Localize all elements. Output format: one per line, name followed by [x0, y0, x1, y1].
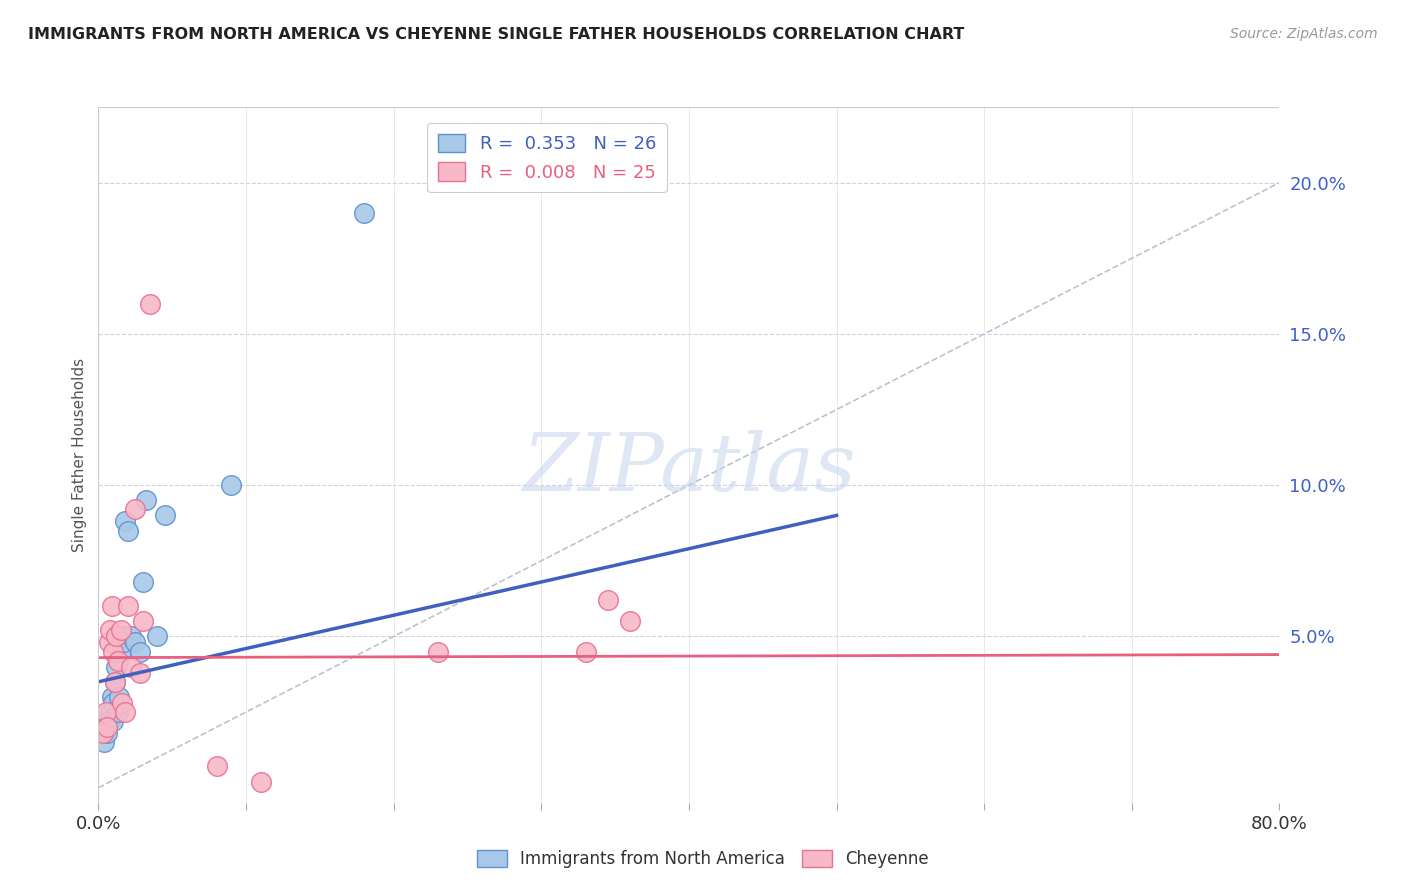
Point: [250, 774, 273, 789]
Point: [104, 674, 127, 689]
Point: [96, 720, 118, 734]
Point: [93, 735, 115, 749]
Point: [596, 593, 619, 607]
Point: [105, 659, 128, 673]
Point: [128, 665, 150, 680]
Point: [103, 714, 125, 728]
Point: [353, 206, 375, 220]
Point: [94, 720, 117, 734]
Text: Source: ZipAtlas.com: Source: ZipAtlas.com: [1230, 27, 1378, 41]
Point: [120, 629, 142, 643]
Point: [146, 629, 169, 643]
Point: [124, 502, 146, 516]
Y-axis label: Single Father Households: Single Father Households: [72, 358, 87, 552]
Point: [100, 690, 122, 704]
Point: [114, 705, 136, 719]
Point: [117, 599, 139, 614]
Legend: Immigrants from North America, Cheyenne: Immigrants from North America, Cheyenne: [471, 843, 935, 875]
Point: [120, 659, 142, 673]
Point: [135, 493, 157, 508]
Point: [97, 635, 120, 649]
Point: [619, 615, 641, 629]
Point: [105, 629, 128, 643]
Point: [97, 714, 120, 728]
Text: IMMIGRANTS FROM NORTH AMERICA VS CHEYENNE SINGLE FATHER HOUSEHOLDS CORRELATION C: IMMIGRANTS FROM NORTH AMERICA VS CHEYENN…: [28, 27, 965, 42]
Point: [96, 726, 118, 740]
Point: [112, 635, 135, 649]
Point: [103, 644, 125, 658]
Point: [124, 635, 146, 649]
Point: [91, 726, 114, 740]
Point: [219, 478, 242, 492]
Point: [98, 624, 121, 638]
Point: [139, 296, 162, 310]
Point: [427, 644, 450, 658]
Point: [103, 696, 125, 710]
Point: [111, 696, 134, 710]
Point: [110, 644, 132, 658]
Point: [110, 624, 132, 638]
Legend: R =  0.353   N = 26, R =  0.008   N = 25: R = 0.353 N = 26, R = 0.008 N = 25: [427, 123, 666, 193]
Point: [111, 629, 134, 643]
Point: [98, 705, 121, 719]
Point: [132, 574, 155, 589]
Point: [107, 705, 129, 719]
Point: [94, 705, 117, 719]
Point: [574, 644, 596, 658]
Point: [205, 759, 228, 773]
Point: [100, 599, 122, 614]
Point: [132, 615, 155, 629]
Point: [128, 644, 150, 658]
Point: [108, 690, 131, 704]
Point: [117, 524, 139, 538]
Point: [104, 674, 127, 689]
Point: [107, 654, 129, 668]
Point: [153, 508, 176, 523]
Text: ZIPatlas: ZIPatlas: [522, 430, 856, 508]
Point: [114, 515, 136, 529]
